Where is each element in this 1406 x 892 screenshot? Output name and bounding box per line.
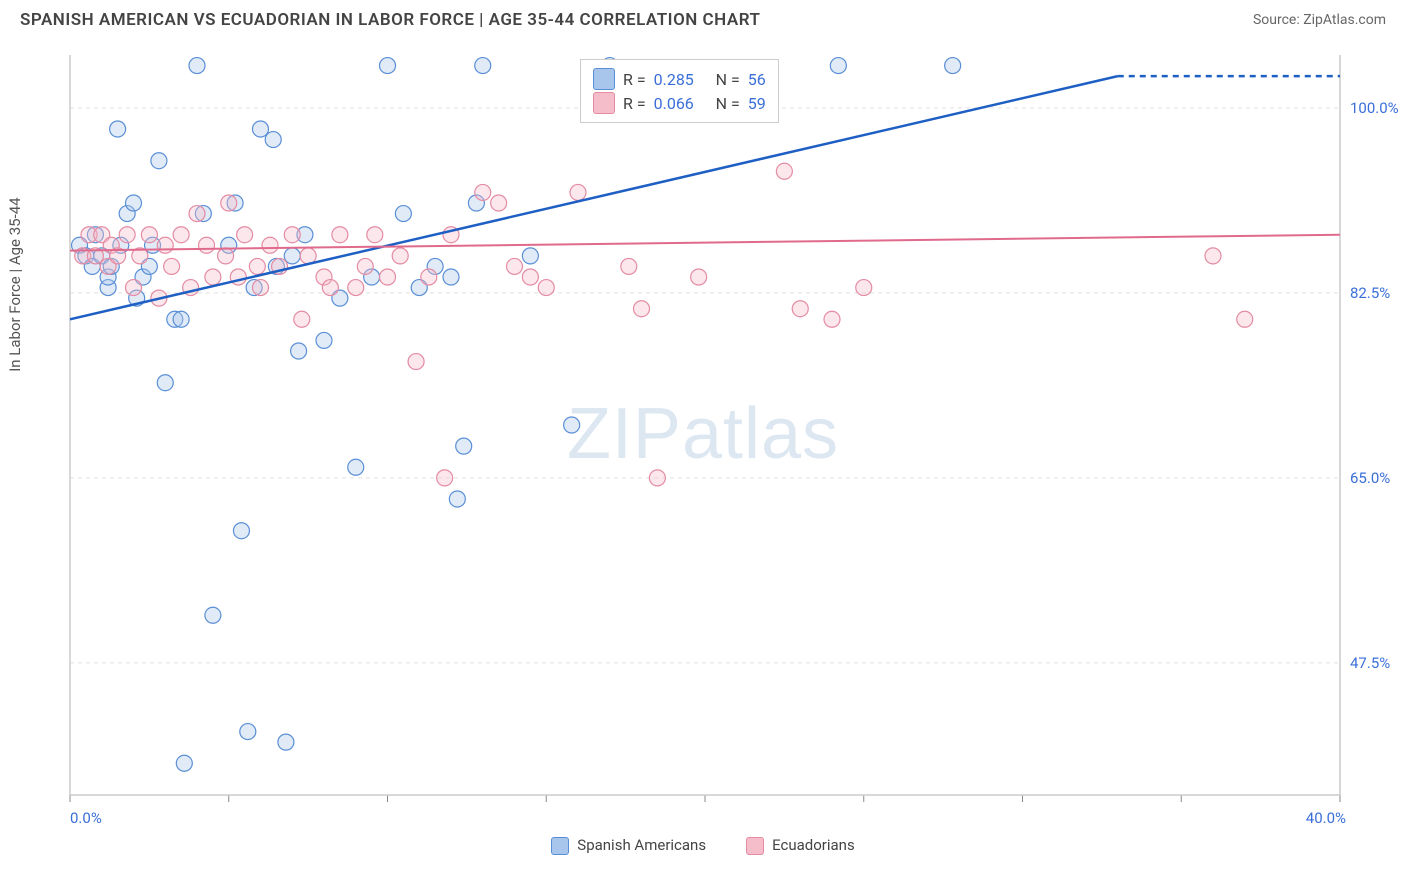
series-legend-item: Spanish Americans bbox=[551, 836, 706, 855]
legend-r-value: 0.285 bbox=[654, 70, 708, 89]
y-axis-label: In Labor Force | Age 35-44 bbox=[6, 197, 24, 371]
x-tick-min: 0.0% bbox=[70, 809, 102, 827]
legend-swatch bbox=[746, 837, 764, 855]
chart-container: In Labor Force | Age 35-44 47.5%65.0%82.… bbox=[20, 45, 1386, 855]
y-tick-label: 82.5% bbox=[1340, 284, 1390, 302]
legend-r-label: R = bbox=[623, 94, 646, 113]
legend-r-value: 0.066 bbox=[654, 94, 708, 113]
legend-swatch bbox=[593, 68, 615, 90]
series-legend: Spanish Americans Ecuadorians bbox=[20, 836, 1386, 855]
legend-n-value: 56 bbox=[748, 70, 766, 89]
legend-n-value: 59 bbox=[748, 94, 766, 113]
y-tick-label: 100.0% bbox=[1340, 99, 1399, 117]
legend-swatch bbox=[551, 837, 569, 855]
y-tick-label: 65.0% bbox=[1340, 469, 1390, 487]
y-tick-label: 47.5% bbox=[1340, 654, 1390, 672]
legend-n-label: N = bbox=[716, 70, 740, 89]
chart-title: SPANISH AMERICAN VS ECUADORIAN IN LABOR … bbox=[20, 10, 760, 30]
series-name: Ecuadorians bbox=[772, 836, 855, 854]
legend-swatch bbox=[593, 92, 615, 114]
legend-r-label: R = bbox=[623, 70, 646, 89]
legend-n-label: N = bbox=[716, 94, 740, 113]
x-tick-max: 40.0% bbox=[1306, 809, 1346, 827]
scatter-chart bbox=[70, 55, 1340, 795]
correlation-legend: R = 0.285 N = 56 R = 0.066 N = 59 bbox=[580, 59, 779, 123]
series-legend-item: Ecuadorians bbox=[746, 836, 855, 855]
source-attribution: Source: ZipAtlas.com bbox=[1253, 12, 1386, 28]
legend-row: R = 0.285 N = 56 bbox=[593, 68, 766, 90]
x-tick-labels: 0.0% 40.0% bbox=[70, 809, 1346, 827]
series-name: Spanish Americans bbox=[577, 836, 706, 854]
legend-row: R = 0.066 N = 59 bbox=[593, 92, 766, 114]
